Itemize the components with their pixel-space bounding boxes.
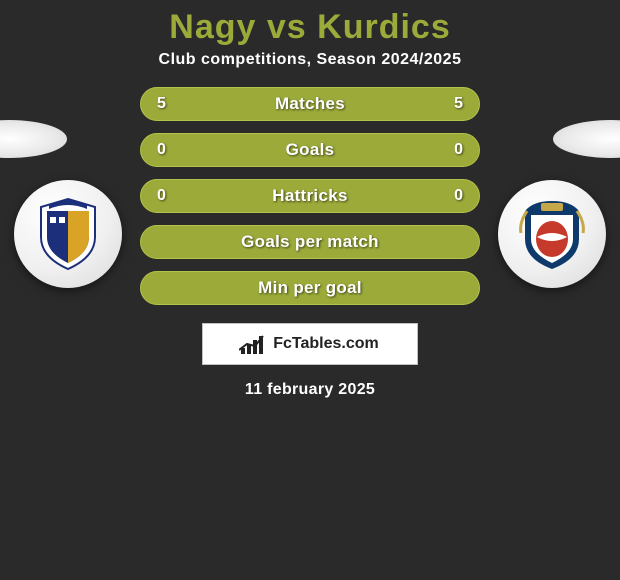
stat-row-matches: 5 Matches 5 <box>140 87 480 121</box>
stat-row-min-per-goal: Min per goal <box>140 271 480 305</box>
stat-row-goals: 0 Goals 0 <box>140 133 480 167</box>
date-text: 11 february 2025 <box>245 381 375 399</box>
stat-label: Hattricks <box>141 186 479 206</box>
stats-pill-area: 5 Matches 5 0 Goals 0 0 Hattricks 0 Goal… <box>140 87 480 305</box>
club-badge-left <box>14 180 122 288</box>
brand-chart-icon <box>241 334 267 354</box>
stat-label: Goals <box>141 140 479 160</box>
stat-label: Matches <box>141 94 479 114</box>
subtitle: Club competitions, Season 2024/2025 <box>159 51 462 69</box>
brand-box: FcTables.com <box>202 323 418 365</box>
stat-label: Goals per match <box>141 232 479 252</box>
stat-row-hattricks: 0 Hattricks 0 <box>140 179 480 213</box>
crest-left-icon <box>37 197 99 271</box>
vs-text: vs <box>267 8 307 46</box>
stat-label: Min per goal <box>141 278 479 298</box>
crest-right-icon <box>511 193 593 275</box>
brand-text: FcTables.com <box>273 335 379 353</box>
player1-name: Nagy <box>169 8 256 46</box>
club-badge-right <box>498 180 606 288</box>
comparison-title: Nagy vs Kurdics <box>169 8 450 47</box>
stat-row-goals-per-match: Goals per match <box>140 225 480 259</box>
player2-name: Kurdics <box>317 8 451 46</box>
